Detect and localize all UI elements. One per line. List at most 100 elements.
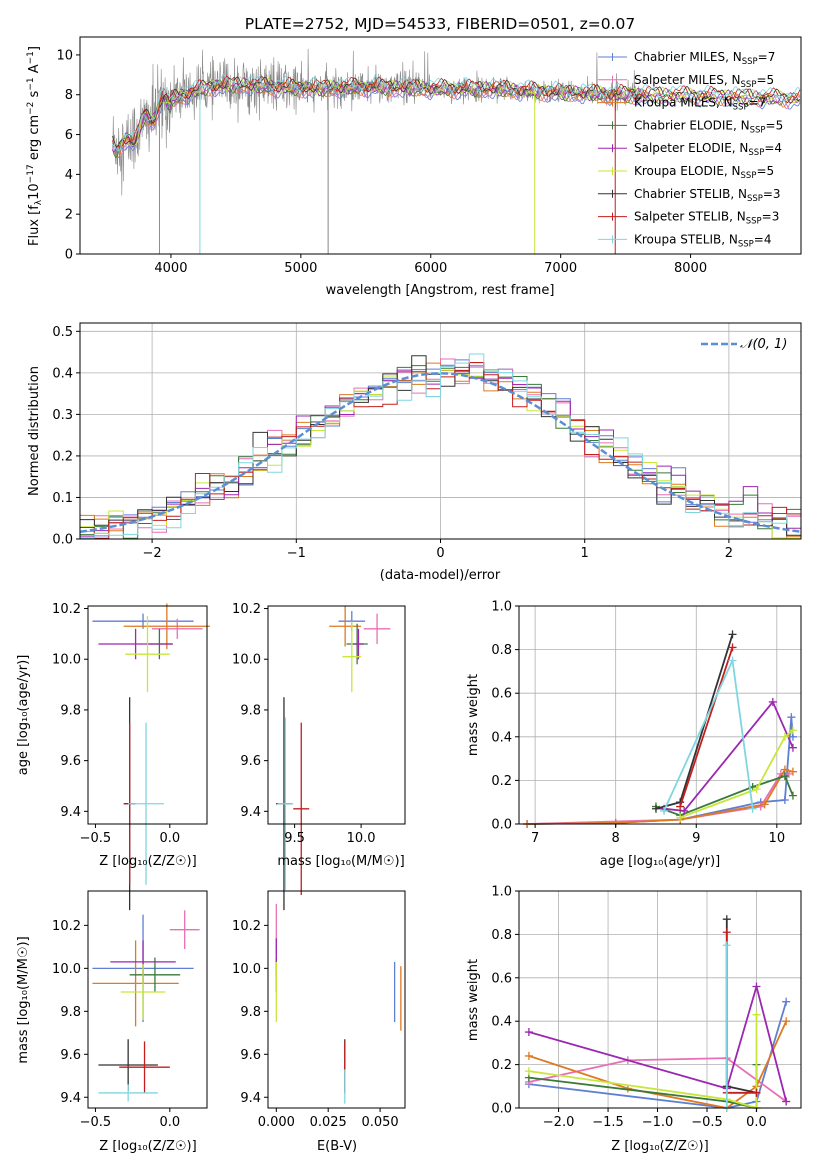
legend-label-sub: SSP — [747, 194, 763, 204]
y-tick-label: 0.8 — [491, 643, 512, 658]
massweight-marker-6 — [651, 804, 660, 813]
x-tick-label: −1 — [287, 546, 306, 561]
legend-label: Chabrier STELIB, NSSP=3 — [634, 187, 781, 204]
massweight-marker-8 — [722, 941, 731, 950]
massweight-marker-2 — [788, 767, 797, 776]
y-tick-label: 8 — [65, 88, 73, 103]
y-tick-label: 9.8 — [60, 1005, 81, 1020]
spectrum-xlabel: wavelength [Angstrom, rest frame] — [326, 283, 555, 298]
massweight-line-7 — [679, 647, 734, 807]
legend-label-sub: SSP — [746, 217, 762, 227]
y-tick-label: 0.6 — [491, 687, 512, 702]
y-tick-label: 9.6 — [60, 754, 81, 769]
y-tick-label: 10.2 — [52, 919, 81, 934]
figure-title: PLATE=2752, MJD=54533, FIBERID=0501, z=0… — [245, 15, 635, 33]
massweight-marker-0 — [780, 796, 789, 805]
y-tick-label: 9.4 — [60, 1091, 81, 1106]
y-tick-label: 0.4 — [491, 1015, 512, 1030]
y-tick-label: 9.4 — [60, 805, 81, 820]
massweight-vs-age-xlabel: age [log₁₀(age/yr)] — [600, 854, 721, 869]
massweight-line-8 — [663, 657, 754, 812]
massweight-marker-3 — [788, 791, 797, 800]
legend-label-suffix: =4 — [754, 232, 772, 246]
y-tick-label: 0.2 — [491, 774, 512, 789]
y-tick-label: 0.0 — [52, 533, 73, 548]
massweight-line-4 — [528, 983, 788, 1102]
x-tick-label: 5000 — [284, 261, 317, 276]
legend-label: Kroupa STELIB, NSSP=4 — [634, 232, 772, 249]
spectrum-model-3 — [112, 78, 801, 159]
x-tick-label: 0.000 — [258, 1115, 295, 1130]
y-tick-label: 10.2 — [232, 602, 261, 617]
age-vs-z-ylabel: age [log₁₀(age/yr)] — [16, 655, 31, 776]
massweight-marker-4 — [788, 743, 797, 752]
residual-ylabel: Normed distribution — [27, 366, 42, 496]
massweight-marker-2 — [524, 1051, 533, 1060]
x-tick-label: 9 — [692, 831, 700, 846]
massweight-marker-7 — [752, 1088, 761, 1097]
y-tick-label: 1.0 — [491, 885, 512, 900]
y-tick-label: 0.8 — [491, 928, 512, 943]
massweight-line-5 — [679, 729, 794, 819]
massweight-marker-3 — [780, 772, 789, 781]
massweight-marker-1 — [756, 802, 765, 811]
y-tick-label: 0.4 — [52, 366, 73, 381]
spectrum-model-5 — [112, 76, 801, 146]
y-tick-label: 0.0 — [491, 818, 512, 833]
y-tick-label: 0.1 — [52, 491, 73, 506]
y-tick-label: 9.4 — [240, 1091, 261, 1106]
y-tick-label: 9.6 — [240, 1048, 261, 1063]
y-tick-label: 0 — [65, 248, 73, 263]
legend-label-sub: SSP — [733, 103, 749, 113]
age-vs-mass-axes-frame — [267, 605, 406, 825]
legend-label-suffix: =7 — [749, 96, 767, 110]
age-vs-mass-xlabel: mass [log₁₀(M/M☉)] — [277, 854, 404, 869]
mass-vs-ebv-xlabel: E(B-V) — [317, 1139, 357, 1154]
legend-label-suffix: =5 — [756, 164, 774, 178]
y-tick-label: 10.2 — [232, 919, 261, 934]
y-tick-label: 9.6 — [60, 1048, 81, 1063]
massweight-vs-z-ylabel: mass weight — [466, 959, 481, 1041]
x-tick-label: −0.5 — [80, 1115, 112, 1130]
massweight-marker-7 — [722, 928, 731, 937]
massweight-marker-5 — [752, 785, 761, 794]
legend-label-main: Salpeter ELODIE, N — [634, 141, 748, 155]
legend-label-main: Chabrier ELODIE, N — [634, 118, 750, 132]
spectrum-ylabel: Flux [fλ10−17 erg cm−2 s−1 A−1] — [26, 46, 44, 246]
y-tick-label: 9.8 — [240, 703, 261, 718]
massweight-line-4 — [663, 700, 794, 812]
massweight-marker-4 — [782, 1097, 791, 1106]
massweight-marker-8 — [660, 806, 669, 815]
residual-xlabel: (data-model)/error — [380, 568, 501, 583]
y-tick-label: 10.0 — [52, 962, 81, 977]
residual-panel: −2 −1 0 1 2 0.0 0.1 0.2 0.3 0.4 0.5 (data-model)/e… — [27, 322, 802, 583]
y-tick-label: 9.4 — [240, 805, 261, 820]
legend-label-sub: SSP — [741, 80, 757, 90]
y-tick-label: 10.0 — [232, 962, 261, 977]
residual-hist-8 — [80, 353, 801, 539]
mass-vs-ebv-axes-frame — [267, 890, 406, 1109]
massweight-marker-6 — [722, 915, 731, 924]
legend-label-suffix: =4 — [764, 141, 782, 155]
legend-label: Chabrier MILES, NSSP=7 — [634, 50, 775, 67]
x-tick-label: 10.0 — [347, 831, 376, 846]
y-tick-label: 10.2 — [52, 602, 81, 617]
legend-label-main: Salpeter MILES, N — [634, 73, 741, 87]
massweight-vs-age-ylabel: mass weight — [466, 674, 481, 756]
massweight-marker-4 — [752, 982, 761, 991]
y-tick-label: 6 — [65, 128, 73, 143]
massweight-marker-0 — [782, 997, 791, 1006]
age-vs-z-axes-frame — [87, 605, 208, 825]
massweight-marker-2 — [760, 800, 769, 809]
massweight-marker-5 — [676, 813, 685, 822]
mass-vs-z-ylabel: mass [log₁₀(M/M☉)] — [16, 936, 31, 1063]
legend-label-suffix: =3 — [762, 210, 780, 224]
mass-vs-z-panel: −0.5 0.0 9.4 9.6 9.8 10.0 10.2 Z [log₁₀(Z/Z☉)]… — [16, 890, 208, 1154]
legend-label: Chabrier ELODIE, NSSP=5 — [634, 118, 783, 135]
legend-label-main: Kroupa ELODIE, N — [634, 164, 741, 178]
massweight-vs-age-axes-frame — [518, 605, 802, 825]
x-tick-label: 1 — [581, 546, 589, 561]
y-tick-label: 0.6 — [491, 971, 512, 986]
massweight-marker-5 — [524, 1067, 533, 1076]
y-tick-label: 0.2 — [491, 1058, 512, 1073]
